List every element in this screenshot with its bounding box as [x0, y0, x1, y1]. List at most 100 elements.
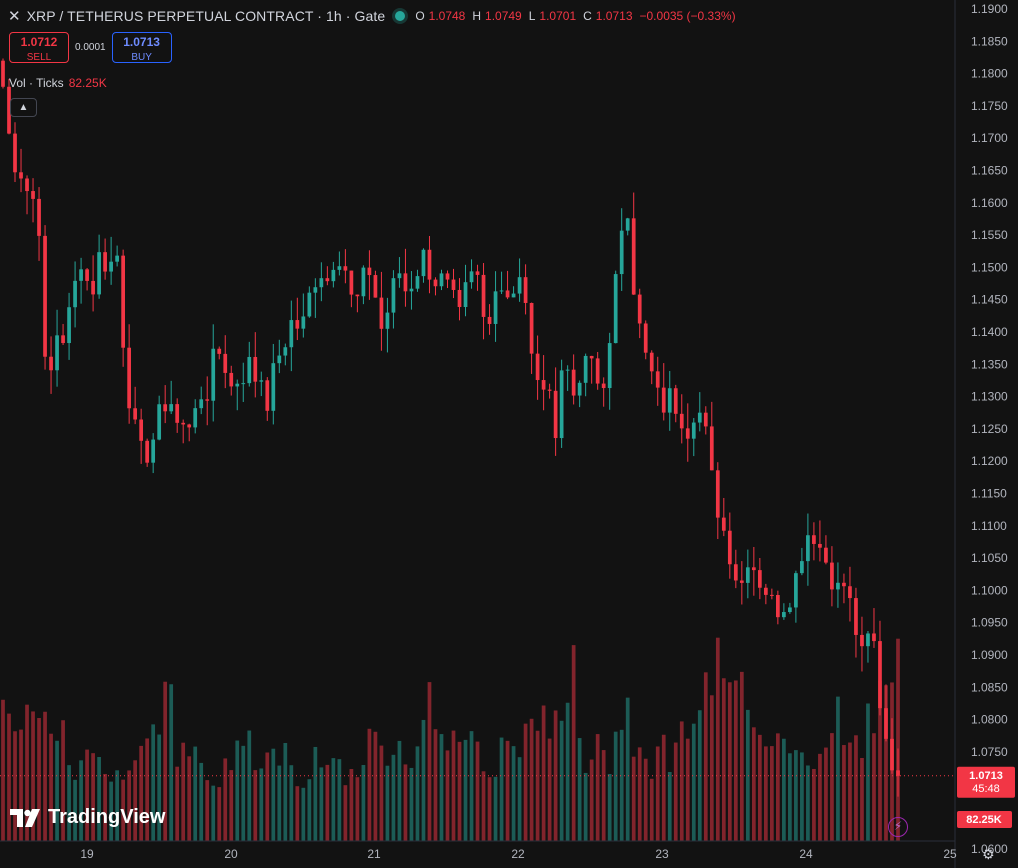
- symbol-title[interactable]: XRP / TETHERUS PERPETUAL CONTRACT · 1h ·…: [26, 8, 386, 24]
- volume-bar: [97, 757, 101, 841]
- candle-body: [529, 302, 534, 354]
- candle-body: [577, 382, 582, 396]
- x-axis[interactable]: 19 20 21 22 23 24 25: [80, 847, 957, 861]
- candle-body: [313, 287, 318, 293]
- sell-button[interactable]: 1.0712 SELL: [9, 32, 69, 63]
- candle-body: [199, 399, 204, 409]
- candle-body: [673, 388, 678, 414]
- volume-legend[interactable]: Vol · Ticks 82.25K: [9, 76, 107, 90]
- gear-icon[interactable]: ⚙: [982, 846, 995, 862]
- candle-body: [355, 294, 360, 297]
- volume-bar: [307, 779, 312, 841]
- volume-bar: [493, 776, 498, 841]
- volume-bar: [391, 754, 396, 841]
- volume-bar: [217, 787, 222, 841]
- candle-body: [703, 412, 708, 427]
- x-tick-label: 21: [367, 847, 381, 861]
- candle-body: [223, 353, 228, 373]
- volume-bar: [571, 645, 576, 841]
- volume-bar: [187, 756, 192, 841]
- candle-body: [7, 86, 11, 134]
- candle-body: [373, 275, 378, 298]
- volume-badge: 82.25K: [957, 811, 1012, 828]
- candle-body: [271, 363, 276, 411]
- y-axis[interactable]: 1.1900 1.1850 1.1800 1.1750 1.1700 1.1650 1.16…: [971, 2, 1008, 856]
- volume-bar: [842, 745, 846, 841]
- candle-body: [812, 535, 816, 544]
- candle-body: [475, 271, 480, 275]
- candle-body: [139, 419, 144, 441]
- volume-bar: [529, 718, 534, 841]
- y-tick-label: 1.1200: [971, 454, 1008, 468]
- y-tick-label: 1.1800: [971, 67, 1008, 81]
- candle-body: [277, 355, 282, 364]
- candle-body: [349, 270, 354, 295]
- volume-bar: [721, 678, 726, 841]
- candle-body: [175, 404, 180, 423]
- buy-button[interactable]: 1.0713 BUY: [111, 32, 172, 63]
- volume-bar: [649, 778, 654, 841]
- candle-body: [391, 278, 396, 313]
- volume-badge-label: 82.25K: [966, 814, 1002, 826]
- candle-body: [589, 355, 594, 359]
- volume-bar: [745, 709, 750, 841]
- volume-bar: [265, 752, 270, 841]
- open-label: O: [415, 9, 425, 23]
- close-icon[interactable]: ✕: [8, 8, 21, 25]
- volume-bar: [349, 769, 354, 841]
- candle-body: [830, 562, 834, 590]
- candle-body: [535, 353, 540, 381]
- candle-body: [343, 266, 348, 271]
- tradingview-logo[interactable]: TradingView: [10, 806, 165, 829]
- volume-bar: [151, 724, 156, 841]
- candle-body: [643, 323, 648, 353]
- candle-body: [361, 267, 366, 297]
- candle-body: [127, 347, 132, 409]
- volume-bar: [139, 745, 144, 841]
- candle-body: [691, 422, 696, 439]
- volume-bar: [505, 740, 510, 841]
- candle-body: [37, 198, 41, 236]
- volume-bar: [199, 762, 204, 841]
- y-tick-label: 1.0900: [971, 648, 1008, 662]
- candle-body: [421, 249, 426, 277]
- volume-bar: [589, 759, 594, 841]
- spread-value: 0.0001: [75, 42, 106, 53]
- chevron-up-icon[interactable]: ▲: [10, 98, 37, 117]
- candle-body: [637, 294, 642, 324]
- candle-body: [571, 369, 576, 396]
- volume-bar: [457, 741, 462, 841]
- volume-bar: [607, 773, 612, 841]
- volume-bar: [709, 695, 714, 841]
- volume-bar: [733, 680, 738, 841]
- volume-bar: [872, 733, 876, 841]
- volume-bar: [541, 705, 546, 841]
- volume-bar: [715, 637, 720, 841]
- candle-body: [301, 316, 306, 329]
- volume-bar: [373, 731, 378, 841]
- candle-body: [613, 274, 618, 344]
- y-tick-label: 1.1600: [971, 196, 1008, 210]
- volume-bar: [415, 746, 420, 841]
- volume-bar: [830, 733, 834, 841]
- candle-body: [721, 517, 726, 531]
- volume-bar: [613, 731, 618, 841]
- brand-name: TradingView: [48, 806, 166, 828]
- last-price-label: 1.0713: [969, 770, 1003, 782]
- candle-body: [55, 335, 59, 371]
- volume-legend-label: Vol · Ticks: [9, 76, 64, 90]
- volume-bar: [421, 719, 426, 841]
- volume-bar: [475, 741, 480, 841]
- volume-bar: [511, 746, 516, 841]
- candle-body: [776, 594, 780, 618]
- volume-bar: [685, 738, 690, 841]
- volume-bar: [115, 770, 119, 841]
- volume-bar: [655, 746, 660, 841]
- lightning-icon[interactable]: ⚡: [888, 817, 908, 837]
- candle-body: [505, 290, 510, 298]
- candle-body: [890, 738, 894, 771]
- y-tick-label: 1.0600: [971, 842, 1008, 856]
- volume-bar: [788, 753, 792, 841]
- candle-body: [1, 60, 5, 87]
